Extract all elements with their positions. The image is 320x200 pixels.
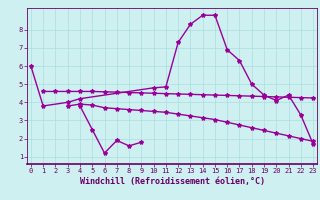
X-axis label: Windchill (Refroidissement éolien,°C): Windchill (Refroidissement éolien,°C) <box>79 177 265 186</box>
